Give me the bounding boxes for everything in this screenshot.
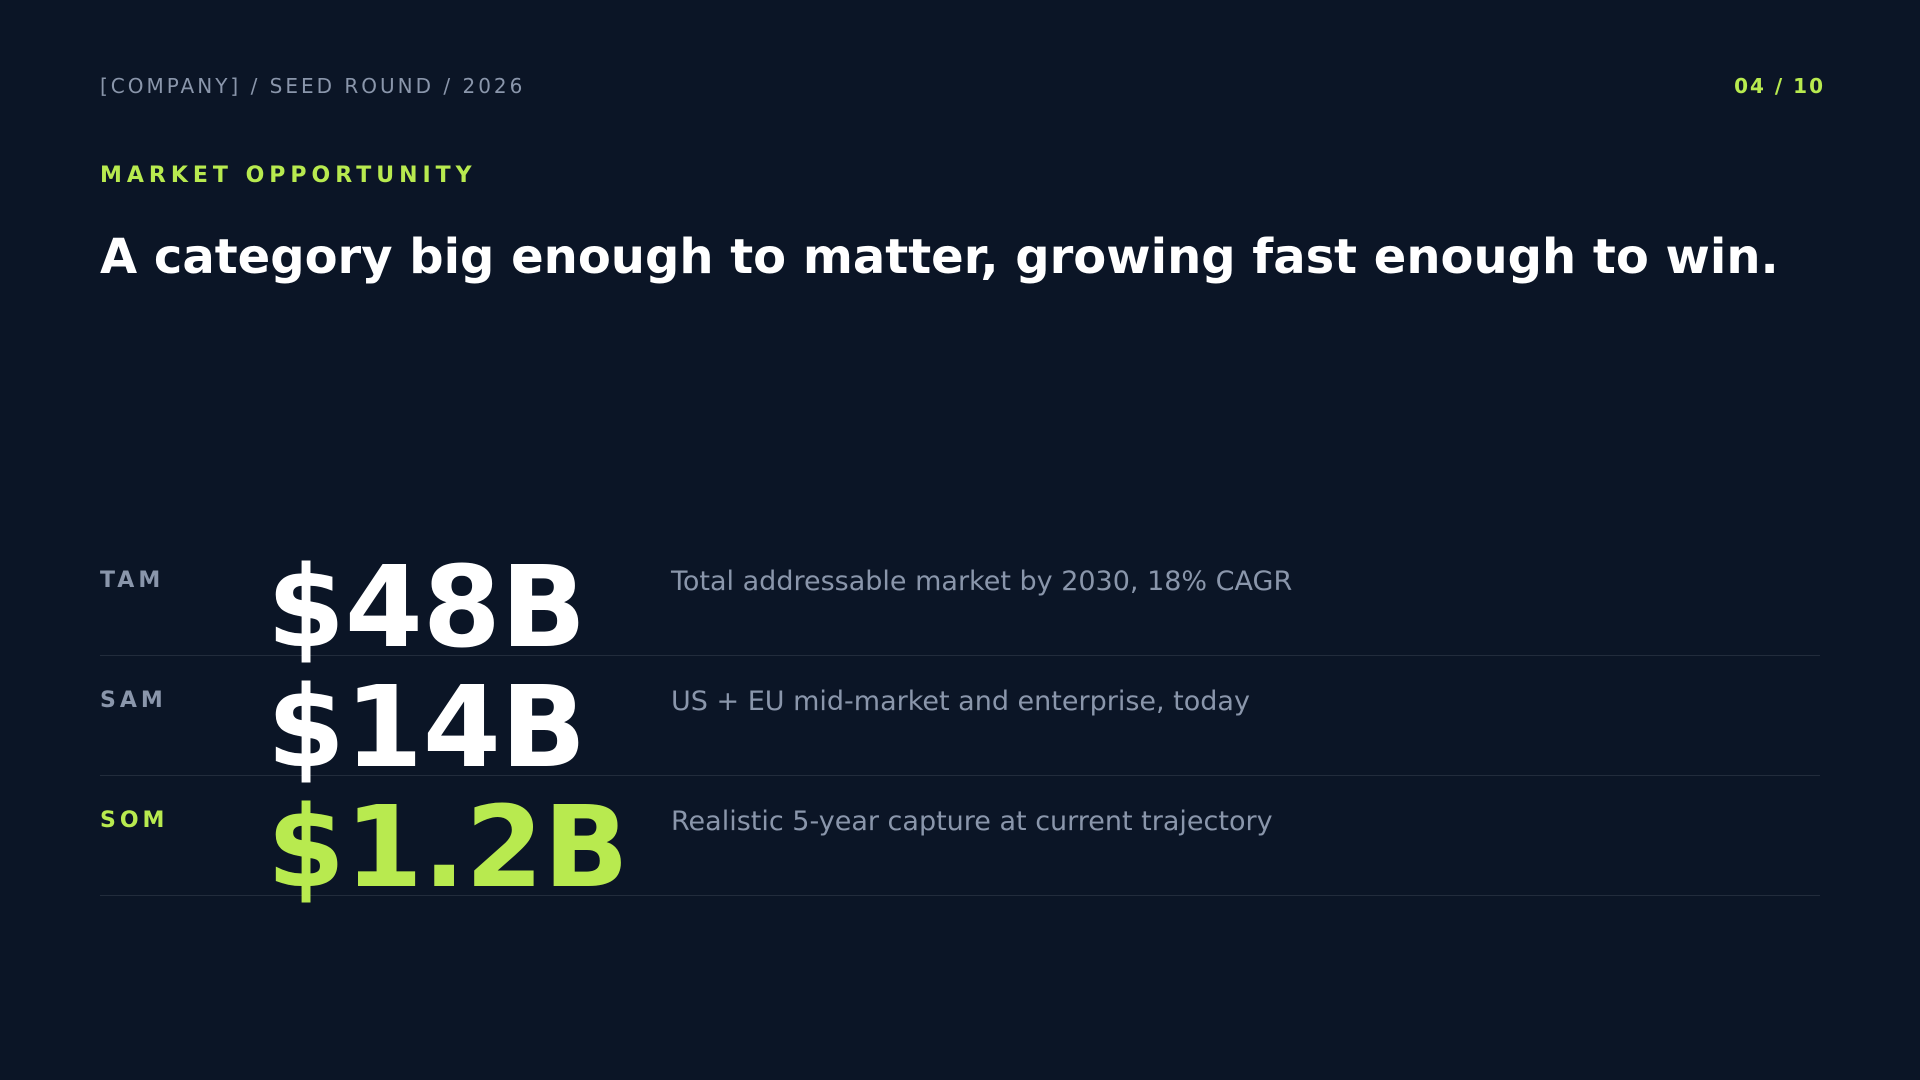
row-value: $1.2B — [267, 783, 629, 913]
market-row: SAM $14B US + EU mid-market and enterprise… — [100, 656, 1820, 784]
row-description: US + EU mid-market and enterprise, today — [671, 686, 1250, 717]
market-row: TAM $48B Total addressable market by 2030,… — [100, 536, 1820, 664]
row-description: Realistic 5-year capture at current traj… — [671, 806, 1273, 837]
row-label: SAM — [100, 688, 167, 713]
row-description: Total addressable market by 2030, 18% CA… — [671, 566, 1293, 597]
header-left: [COMPANY] / SEED ROUND / 2026 — [100, 74, 526, 98]
row-value: $48B — [267, 543, 587, 673]
page-number: 04 / 10 — [1734, 74, 1825, 98]
row-label: SOM — [100, 808, 169, 833]
market-row: SOM $1.2B Realistic 5-year capture at curr… — [100, 776, 1820, 904]
market-rows: TAM $48B Total addressable market by 2030,… — [100, 536, 1820, 904]
section-label: MARKET OPPORTUNITY — [100, 163, 477, 188]
row-value: $14B — [267, 663, 587, 793]
row-label: TAM — [100, 568, 165, 593]
headline: A category big enough to matter, growing… — [100, 229, 1779, 285]
